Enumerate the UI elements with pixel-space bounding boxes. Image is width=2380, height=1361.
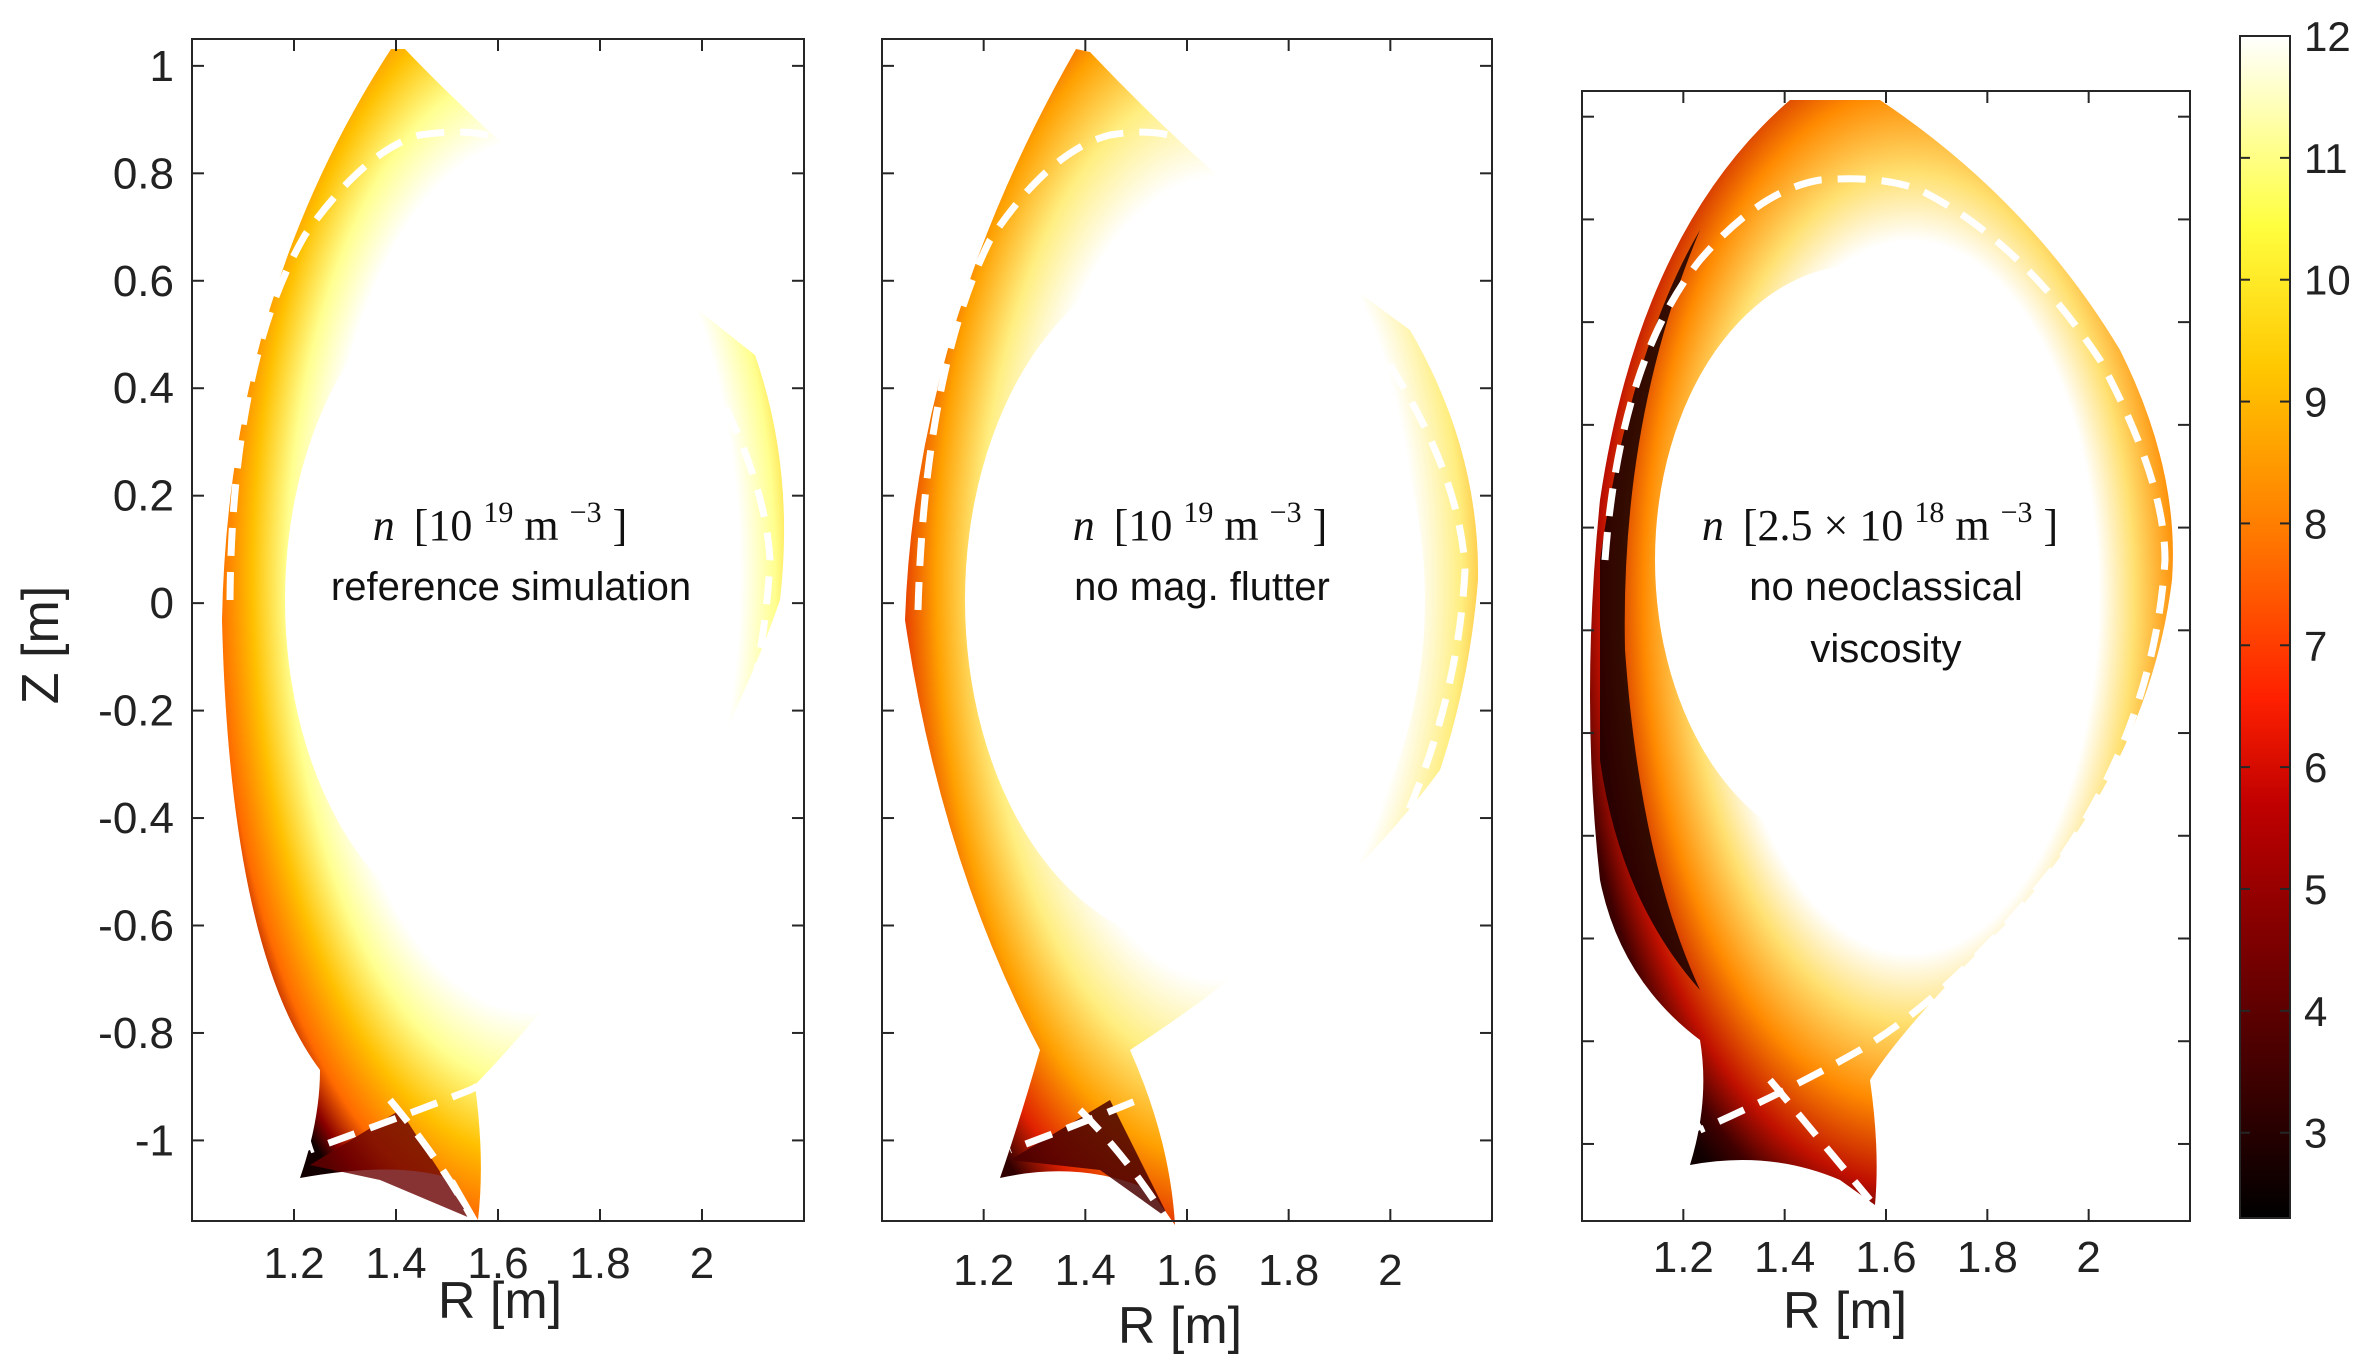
x-axis-label: R [m] bbox=[1783, 1282, 1907, 1340]
x-axis-label: R [m] bbox=[438, 1272, 562, 1330]
ann-caption-1: no mag. flutter bbox=[1074, 565, 1330, 609]
p1-ticks: 1.2 1.4 1.6 1.8 2 1 0.8 0.6 0.4 0.2 0 -0.2 -0.4 -0.6 -… bbox=[98, 39, 804, 1288]
x-axis-label: R [m] bbox=[1118, 1297, 1242, 1355]
svg-text:n [10 19: n [10 19 m −3 ] bbox=[373, 483, 627, 550]
y-tick-label: -1 bbox=[135, 1116, 174, 1165]
ann-close: ] bbox=[1313, 501, 1328, 550]
ann-unit-tail: m bbox=[1955, 501, 1989, 550]
colorbar-tick-label: 8 bbox=[2304, 500, 2327, 547]
annotation-no-flutter: n [10 19 m −3 ] no mag. flutter bbox=[1073, 483, 1330, 609]
y-tick-label: 0.2 bbox=[113, 472, 174, 521]
colorbar-tick-label: 3 bbox=[2304, 1110, 2327, 1157]
plasma-region bbox=[905, 49, 1479, 1225]
panel-no-viscosity: 1.2 1.4 1.6 1.8 2 n [2.5 × 10 18 m −3 ] no n… bbox=[1581, 90, 2191, 1340]
plasma-region bbox=[1590, 100, 2173, 1205]
x-tick-label: 1.4 bbox=[365, 1239, 426, 1288]
x-tick-label: 1.2 bbox=[1653, 1233, 1714, 1282]
colorbar-tick-label: 5 bbox=[2304, 866, 2327, 913]
colorbar-tick-label: 7 bbox=[2304, 622, 2327, 669]
ann-exp: 19 bbox=[1183, 496, 1213, 529]
y-tick-label: 0.6 bbox=[113, 257, 174, 306]
colorbar-tick-label: 4 bbox=[2304, 988, 2327, 1035]
y-tick-label: 1 bbox=[150, 42, 174, 91]
x-tick-label: 1.4 bbox=[1055, 1246, 1116, 1295]
p3-ticks: 1.2 1.4 1.6 1.8 2 bbox=[1582, 91, 2190, 1282]
colorbar-tick-label: 6 bbox=[2304, 744, 2327, 791]
x-tick-label: 2 bbox=[690, 1239, 714, 1288]
plasma-region bbox=[222, 49, 785, 1220]
x-tick-label: 1.2 bbox=[953, 1246, 1014, 1295]
x-tick-label: 1.8 bbox=[1258, 1246, 1319, 1295]
x-tick-label: 1.4 bbox=[1754, 1233, 1815, 1282]
x-tick-label: 1.6 bbox=[1156, 1246, 1217, 1295]
p2-ticks: 1.2 1.4 1.6 1.8 2 bbox=[882, 39, 1492, 1295]
y-tick-label: -0.4 bbox=[98, 794, 174, 843]
colorbar-tick-label: 12 bbox=[2304, 13, 2351, 60]
x-tick-label: 1.6 bbox=[467, 1239, 528, 1288]
y-tick-label: 0.4 bbox=[113, 364, 174, 413]
annotation-reference: n [10 19 m −3 ] reference simulation bbox=[331, 483, 691, 609]
colorbar: 3 4 5 6 7 8 9 10 11 12 bbox=[2239, 13, 2351, 1219]
svg-text:n [2.5 × 10 18: n [2.5 × 10 18 m −3 ] bbox=[1702, 483, 2058, 550]
separatrix bbox=[1601, 175, 2169, 1203]
x-tick-label: 1.6 bbox=[1855, 1233, 1916, 1282]
ann-unit: [10 bbox=[414, 501, 473, 550]
colorbar-ticks: 3 4 5 6 7 8 9 10 11 12 bbox=[2240, 13, 2351, 1157]
ann-unit-exp: −3 bbox=[2001, 496, 2033, 529]
ann-unit: [10 bbox=[1114, 501, 1173, 550]
ann-unit-exp: −3 bbox=[1270, 496, 1302, 529]
ann-caption-1: no neoclassical bbox=[1749, 565, 2023, 609]
colorbar-tick-label: 10 bbox=[2304, 257, 2351, 304]
ann-caption-2: viscosity bbox=[1810, 627, 1961, 671]
colorbar-tick-label: 11 bbox=[2304, 135, 2348, 182]
y-tick-label: -0.8 bbox=[98, 1009, 174, 1058]
ann-var: n bbox=[1702, 501, 1724, 550]
panel-reference: 1.2 1.4 1.6 1.8 2 1 0.8 0.6 0.4 0.2 0 -0.2 -0.4 -0.6 -… bbox=[12, 38, 805, 1330]
ann-exp: 19 bbox=[483, 496, 513, 529]
annotation-no-viscosity: n [2.5 × 10 18 m −3 ] no neoclassical vi… bbox=[1702, 483, 2058, 671]
ann-caption-1: reference simulation bbox=[331, 565, 691, 609]
y-axis-label: Z [m] bbox=[12, 586, 70, 704]
ann-unit-tail: m bbox=[524, 501, 558, 550]
separatrix bbox=[914, 128, 1469, 1227]
panel-no-flutter: 1.2 1.4 1.6 1.8 2 n [10 19 m −3 ] no mag. fl… bbox=[881, 38, 1493, 1355]
y-tick-label: 0 bbox=[150, 579, 174, 628]
x-tick-label: 1.2 bbox=[263, 1239, 324, 1288]
y-tick-label: 0.8 bbox=[113, 149, 174, 198]
ann-unit-exp: −3 bbox=[570, 496, 602, 529]
svg-text:n [10 19: n [10 19 m −3 ] bbox=[1073, 483, 1327, 550]
separatrix bbox=[226, 128, 774, 1220]
ann-unit-tail: m bbox=[1224, 501, 1258, 550]
ann-var: n bbox=[373, 501, 395, 550]
x-tick-label: 1.8 bbox=[1957, 1233, 2018, 1282]
ann-var: n bbox=[1073, 501, 1095, 550]
colorbar-tick-label: 9 bbox=[2304, 379, 2327, 426]
x-tick-label: 1.8 bbox=[569, 1239, 630, 1288]
x-tick-label: 2 bbox=[2076, 1233, 2100, 1282]
colorbar-gradient bbox=[2239, 35, 2291, 1219]
ann-close: ] bbox=[2043, 501, 2058, 550]
ann-exp: 18 bbox=[1914, 496, 1944, 529]
x-tick-label: 2 bbox=[1378, 1246, 1402, 1295]
ann-close: ] bbox=[613, 501, 628, 550]
ann-unit: [2.5 × 10 bbox=[1743, 501, 1903, 550]
y-tick-label: -0.6 bbox=[98, 902, 174, 951]
y-tick-label: -0.2 bbox=[98, 687, 174, 736]
